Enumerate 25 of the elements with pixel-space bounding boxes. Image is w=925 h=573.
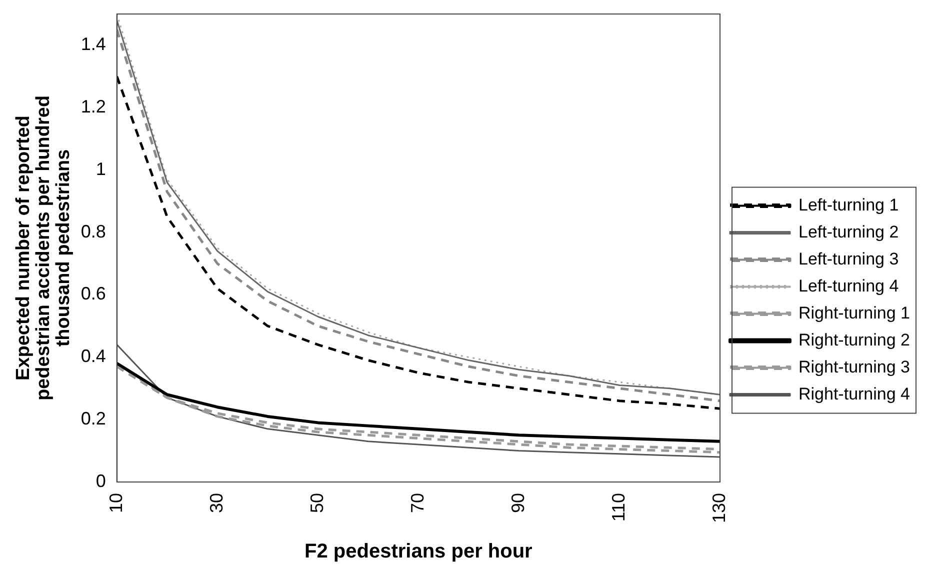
legend-label: Right-turning 1 [798,303,910,322]
x-axis-title: F2 pedestrians per hour [304,540,533,563]
x-tick-label: 50 [306,492,327,513]
y-tick-label: 0 [96,470,106,491]
legend-label: Left-turning 4 [798,276,899,296]
legend-label: Right-turning 2 [798,330,910,350]
legend-label: Right-turning 3 [798,357,910,376]
y-axis-title: Expected number of reported pedestrian accidents per hundred thousand pedestrians [13,95,74,401]
y-tick-label: 1.4 [80,34,106,54]
x-tick-label: 90 [508,492,528,513]
legend-label: Left-turning 3 [798,249,899,268]
x-tick-label: 10 [106,492,126,513]
x-tick-label: 70 [407,492,428,513]
y-tick-label: 0.4 [80,346,106,366]
x-tick-label: 30 [206,492,226,513]
y-tick-label: 0.2 [80,408,106,429]
y-tick-label: 1.2 [80,96,106,117]
legend-label: Left-turning 1 [798,195,899,214]
x-tick-label: 130 [708,492,729,524]
x-tick-label: 110 [608,492,628,522]
legend-label: Left-turning 2 [798,222,899,242]
legend-label: Right-turning 4 [798,384,910,404]
y-tick-label: 0.6 [80,284,106,304]
y-tick-label: 0.8 [80,221,106,242]
y-tick-label: 1 [96,158,106,179]
